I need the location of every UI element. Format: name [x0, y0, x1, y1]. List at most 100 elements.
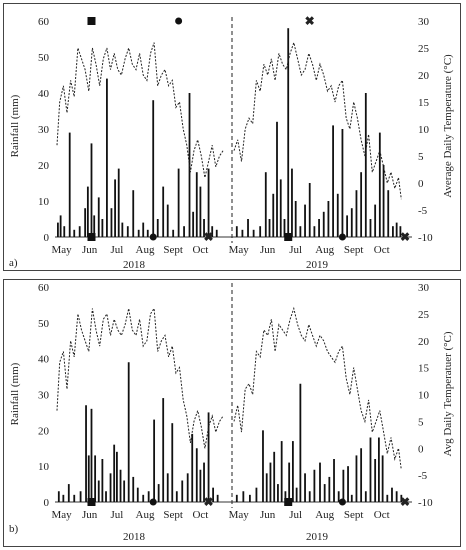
rainfall-bar [319, 462, 321, 502]
rainfall-bar [369, 437, 372, 502]
rainfall-bar [280, 441, 283, 502]
y-tick-left: 60 [38, 16, 50, 28]
rainfall-bar [156, 219, 159, 237]
rainfall-bar [276, 121, 278, 237]
rainfall-bar [374, 459, 377, 502]
rainfall-bar [166, 473, 169, 502]
square-marker [87, 233, 96, 241]
rainfall-bar [283, 219, 286, 237]
temperature-line [56, 42, 224, 178]
rainfall-bar [284, 491, 287, 502]
rainfall-bar [269, 462, 272, 502]
rainfall-bar [268, 219, 271, 237]
rainfall-bar [291, 168, 293, 237]
rainfall-bar [336, 193, 339, 237]
rainfall-bar [86, 186, 89, 237]
rainfall-bar [67, 484, 70, 502]
rainfall-bar [207, 168, 210, 237]
circle-marker [338, 498, 346, 506]
rainfall-bar [378, 132, 381, 237]
y-tick-left: 60 [38, 282, 50, 294]
y-tick-left: 40 [38, 354, 50, 366]
rainfall-bar [113, 444, 116, 502]
rainfall-bar [195, 172, 198, 237]
rainfall-bar [381, 455, 384, 502]
rainfall-bar [87, 455, 90, 502]
rainfall-bar [62, 494, 65, 502]
y-tick-right: 20 [418, 336, 430, 348]
rainfall-temperature-chart-b: b) Rainfall (mm) Avg Daily Temperatuer (… [9, 282, 454, 543]
rainfall-bar [304, 473, 306, 502]
rainfall-bar [294, 201, 297, 237]
rainfall-bar [327, 201, 330, 237]
chart-panel-b: b) Rainfall (mm) Avg Daily Temperatuer (… [3, 279, 461, 547]
rainfall-bar [90, 408, 93, 502]
rainfall-bar [59, 215, 62, 237]
rainfall-bar [207, 412, 210, 502]
rainfall-bar [355, 455, 358, 502]
rainfall-bar [203, 462, 205, 502]
rainfall-bar [235, 494, 238, 502]
rainfall-bar [85, 405, 87, 502]
rainfall-bar [399, 226, 402, 237]
rainfall-bar [247, 219, 249, 237]
rainfall-bar [127, 362, 130, 502]
y-tick-right: 0 [418, 443, 424, 455]
rainfall-bar [392, 226, 394, 237]
rainfall-bar [252, 229, 255, 237]
y-tick-right: 25 [418, 309, 430, 321]
rainfall-bar [313, 469, 316, 502]
rainfall-bar [400, 494, 403, 502]
y-axis-left-label: Rainfall (mm) [9, 362, 21, 425]
y-tick-right: -10 [418, 232, 433, 244]
panel-label: a) [9, 257, 18, 269]
rainfall-bar [355, 190, 358, 237]
y-tick-right: -10 [418, 497, 433, 509]
y-tick-right: -5 [418, 470, 428, 482]
rainfall-bar [386, 494, 389, 502]
y-tick-right: 25 [418, 43, 430, 55]
y-tick-left: 30 [38, 124, 50, 136]
rainfall-bar [63, 226, 66, 237]
y-tick-right: 30 [418, 16, 430, 28]
x-tick-label: Oct [192, 244, 208, 256]
rainfall-bar [136, 487, 139, 502]
x-tick-label: Oct [374, 509, 390, 521]
rainfall-bar [57, 491, 60, 502]
x-tick-label: Sept [344, 509, 364, 521]
y-tick-left: 10 [38, 196, 50, 208]
y-tick-right: -5 [418, 205, 428, 217]
x-tick-label: Oct [374, 244, 390, 256]
cross-marker: ✖ [400, 230, 410, 244]
rainfall-bar [147, 491, 150, 502]
panel-label: b) [9, 523, 19, 535]
rainfall-bar [248, 494, 251, 502]
rainfall-bar [162, 398, 165, 502]
rainfall-bar [215, 229, 218, 237]
year-label-2: 2019 [306, 531, 329, 543]
square-marker [87, 17, 96, 25]
rainfall-bar [337, 491, 340, 502]
cross-marker: ✖ [204, 495, 214, 509]
x-tick-label: Jun [260, 509, 276, 521]
rainfall-bar [101, 219, 104, 237]
y-axis-right-label: Avg Daily Temperatuer (°C) [442, 331, 454, 456]
rainfall-bar [299, 226, 302, 237]
x-tick-label: Oct [192, 509, 208, 521]
rainfall-bar [295, 487, 298, 502]
x-tick-label: Jun [82, 244, 98, 256]
x-tick-label: Jul [110, 509, 123, 521]
rainfall-bar [277, 484, 279, 502]
y-tick-right: 10 [418, 124, 430, 136]
rainfall-bar [68, 132, 71, 237]
rainfall-bar [291, 441, 294, 502]
square-marker [284, 498, 293, 506]
x-tick-label: Jul [110, 244, 123, 256]
rainfall-bar [123, 480, 126, 502]
chart-panel-a: a) Rainfall (mm) Average Daily Temperatu… [3, 3, 461, 271]
rainfall-bar [199, 186, 202, 237]
temperature-line [56, 307, 224, 449]
cross-marker: ✖ [400, 495, 410, 509]
rainfall-bar [350, 494, 353, 502]
x-tick-label: May [51, 244, 72, 256]
